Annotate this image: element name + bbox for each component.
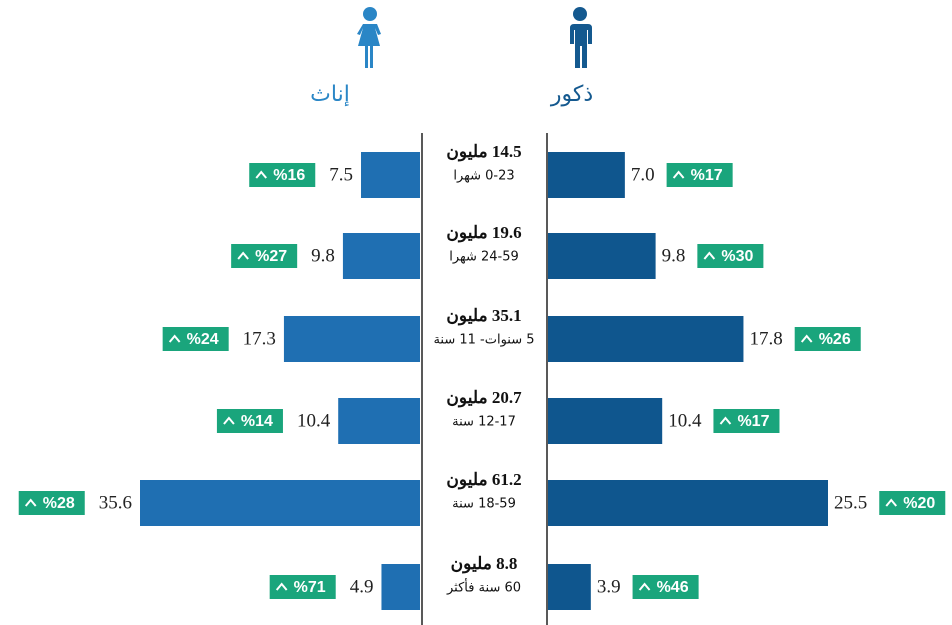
bar	[338, 398, 420, 444]
bar	[548, 564, 591, 610]
growth-label: %17	[737, 413, 769, 430]
age-label: 18-59 سنة	[452, 497, 516, 512]
value-label: 3.9	[597, 576, 621, 597]
growth-label: %26	[819, 331, 851, 348]
value-label: 17.8	[749, 328, 782, 349]
total-label: 19.6 مليون	[446, 223, 521, 243]
total-label: 14.5 مليون	[446, 142, 521, 162]
female-header: إناث	[310, 82, 350, 107]
bar	[381, 564, 420, 610]
growth-arrow	[638, 582, 651, 591]
growth-label: %24	[187, 331, 219, 348]
growth-box	[632, 575, 699, 599]
total-label: 20.7 مليون	[446, 388, 522, 408]
growth-arrow	[672, 170, 685, 179]
growth-label: %30	[721, 248, 753, 265]
growth-box	[666, 163, 733, 187]
age-label: 60 سنة فأكثر	[446, 578, 521, 596]
growth-badge: %20	[879, 491, 946, 515]
value-label: 17.3	[243, 328, 276, 349]
growth-badge: %30	[697, 244, 764, 268]
growth-box	[697, 244, 764, 268]
growth-label: %17	[691, 167, 723, 184]
growth-label: %14	[241, 413, 273, 430]
bar	[548, 398, 663, 444]
growth-label: %28	[43, 495, 75, 512]
bar	[548, 233, 656, 279]
age-label: 5 سنوات- 11 سنة	[433, 333, 534, 348]
growth-arrow	[24, 498, 37, 507]
growth-arrow	[168, 334, 181, 343]
bar	[548, 152, 625, 198]
growth-label: %46	[657, 579, 689, 596]
total-label: 61.2 مليون	[446, 470, 521, 490]
growth-box	[249, 163, 316, 187]
growth-badge: %16	[249, 163, 316, 187]
growth-box	[18, 491, 85, 515]
growth-badge: %46	[632, 575, 699, 599]
growth-box	[879, 491, 946, 515]
growth-arrow	[237, 251, 249, 260]
bar	[548, 316, 744, 362]
growth-label: %27	[255, 248, 287, 265]
age-label: 12-17 سنة	[452, 415, 516, 430]
bar	[342, 233, 420, 279]
growth-box	[162, 327, 229, 351]
total-label: 8.8 مليون	[451, 554, 518, 574]
age-label: 0-23 شهرا	[453, 169, 514, 184]
total-label: 35.1 مليون	[446, 306, 521, 326]
bar	[361, 152, 420, 198]
growth-arrow	[255, 170, 267, 179]
growth-badge: %24	[162, 327, 229, 351]
age-label: 24-59 شهرا	[449, 250, 519, 265]
value-label: 4.9	[350, 576, 374, 597]
growth-box	[794, 327, 861, 351]
value-label: 10.4	[668, 410, 702, 431]
value-label: 35.6	[99, 492, 132, 513]
growth-badge: %14	[216, 409, 283, 433]
growth-arrow	[719, 416, 732, 425]
value-label: 9.8	[662, 245, 686, 266]
value-label: 9.8	[311, 245, 335, 266]
growth-badge: %17	[666, 163, 733, 187]
growth-arrow	[885, 498, 898, 507]
growth-badge: %71	[269, 575, 336, 599]
growth-badge: %28	[18, 491, 85, 515]
growth-arrow	[703, 251, 716, 260]
bar	[548, 480, 828, 526]
female-icon	[357, 7, 381, 68]
value-label: 7.0	[631, 164, 655, 185]
growth-badge: %27	[231, 244, 298, 268]
growth-box	[231, 244, 298, 268]
growth-label: %20	[903, 495, 935, 512]
growth-box	[216, 409, 283, 433]
growth-label: %16	[273, 167, 305, 184]
growth-badge: %26	[794, 327, 861, 351]
bar	[140, 480, 420, 526]
value-label: 10.4	[297, 410, 331, 431]
growth-box	[713, 409, 780, 433]
growth-label: %71	[294, 579, 326, 596]
bar	[283, 316, 420, 362]
male-header: ذكور	[550, 82, 593, 107]
value-label: 25.5	[834, 492, 867, 513]
growth-arrow	[223, 416, 235, 425]
growth-arrow	[800, 334, 813, 343]
male-icon	[570, 7, 592, 68]
growth-badge: %17	[713, 409, 780, 433]
growth-arrow	[275, 582, 288, 591]
growth-box	[269, 575, 336, 599]
value-label: 7.5	[329, 164, 353, 185]
